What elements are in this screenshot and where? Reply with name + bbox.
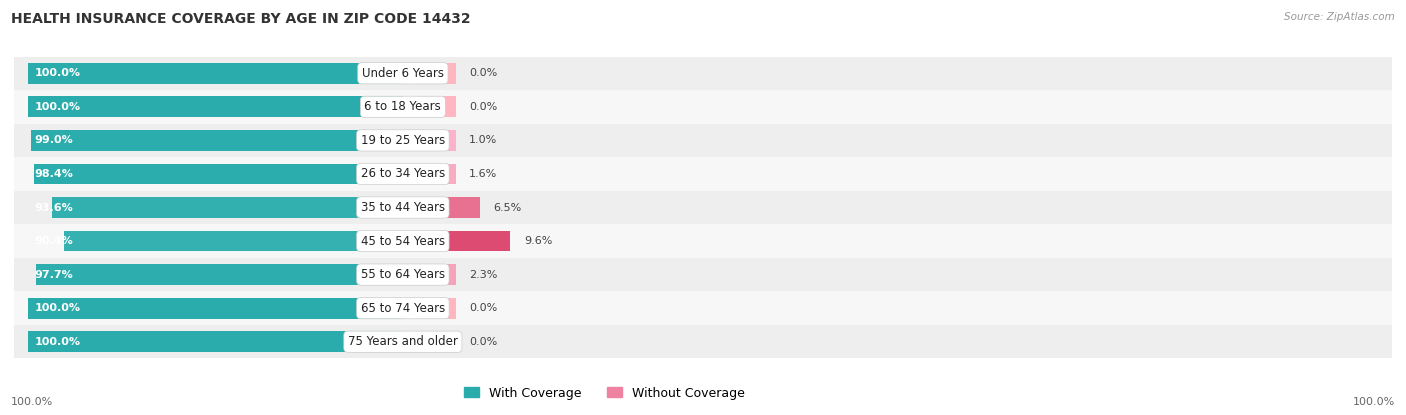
Text: 100.0%: 100.0% [35, 337, 80, 347]
Text: 99.0%: 99.0% [35, 135, 73, 145]
Text: HEALTH INSURANCE COVERAGE BY AGE IN ZIP CODE 14432: HEALTH INSURANCE COVERAGE BY AGE IN ZIP … [11, 12, 471, 27]
Text: 0.0%: 0.0% [470, 68, 498, 78]
Bar [28, 63, 404, 84]
Legend: With Coverage, Without Coverage: With Coverage, Without Coverage [460, 382, 749, 405]
Bar [31, 130, 404, 151]
Text: 6 to 18 Years: 6 to 18 Years [364, 100, 441, 113]
Bar [14, 325, 1392, 359]
Text: Source: ZipAtlas.com: Source: ZipAtlas.com [1284, 12, 1395, 22]
Text: 1.6%: 1.6% [470, 169, 498, 179]
Text: 19 to 25 Years: 19 to 25 Years [361, 134, 444, 147]
Text: 100.0%: 100.0% [35, 68, 80, 78]
Bar [416, 197, 479, 218]
Bar [416, 63, 456, 84]
Bar [37, 264, 404, 285]
Bar [28, 331, 404, 352]
Text: Under 6 Years: Under 6 Years [361, 67, 444, 80]
Text: 0.0%: 0.0% [470, 102, 498, 112]
Bar [416, 96, 456, 117]
Bar [63, 231, 404, 251]
Text: 97.7%: 97.7% [35, 270, 73, 280]
Text: 100.0%: 100.0% [35, 303, 80, 313]
Text: 0.0%: 0.0% [470, 337, 498, 347]
Bar [14, 191, 1392, 224]
Text: 98.4%: 98.4% [35, 169, 73, 179]
Text: 100.0%: 100.0% [1353, 397, 1395, 407]
Text: 35 to 44 Years: 35 to 44 Years [361, 201, 444, 214]
Text: 65 to 74 Years: 65 to 74 Years [361, 302, 444, 315]
Text: 100.0%: 100.0% [35, 102, 80, 112]
Text: 0.0%: 0.0% [470, 303, 498, 313]
Bar [28, 298, 404, 319]
Bar [416, 130, 456, 151]
Bar [416, 298, 456, 319]
Text: 100.0%: 100.0% [11, 397, 53, 407]
Bar [14, 224, 1392, 258]
Bar [14, 56, 1392, 90]
Text: 6.5%: 6.5% [494, 203, 522, 212]
Bar [416, 331, 456, 352]
Text: 2.3%: 2.3% [470, 270, 498, 280]
Text: 9.6%: 9.6% [524, 236, 553, 246]
Text: 55 to 64 Years: 55 to 64 Years [361, 268, 444, 281]
Text: 93.6%: 93.6% [35, 203, 73, 212]
Bar [14, 291, 1392, 325]
Bar [52, 197, 404, 218]
Bar [14, 157, 1392, 191]
Text: 75 Years and older: 75 Years and older [347, 335, 458, 348]
Text: 45 to 54 Years: 45 to 54 Years [361, 234, 444, 248]
Bar [28, 96, 404, 117]
Bar [34, 164, 404, 184]
Bar [416, 264, 456, 285]
Bar [416, 164, 456, 184]
Text: 90.4%: 90.4% [35, 236, 73, 246]
Bar [14, 258, 1392, 291]
Text: 1.0%: 1.0% [470, 135, 498, 145]
Bar [14, 124, 1392, 157]
Bar [14, 90, 1392, 124]
Text: 26 to 34 Years: 26 to 34 Years [361, 167, 444, 181]
Bar [416, 231, 510, 251]
